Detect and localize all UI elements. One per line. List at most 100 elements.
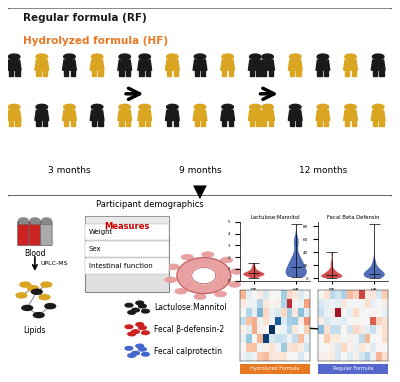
Polygon shape	[373, 70, 377, 76]
Circle shape	[39, 295, 50, 299]
Polygon shape	[126, 70, 130, 76]
Polygon shape	[261, 110, 274, 120]
Polygon shape	[43, 120, 47, 126]
Circle shape	[142, 353, 149, 356]
Polygon shape	[345, 120, 349, 126]
Polygon shape	[194, 70, 199, 76]
Circle shape	[202, 252, 214, 257]
Polygon shape	[167, 70, 171, 76]
Polygon shape	[256, 120, 261, 126]
Polygon shape	[92, 70, 96, 76]
FancyBboxPatch shape	[4, 195, 396, 376]
Polygon shape	[371, 60, 385, 70]
Polygon shape	[9, 70, 13, 76]
Text: Blood: Blood	[24, 249, 46, 258]
Circle shape	[42, 218, 51, 222]
Polygon shape	[324, 120, 328, 126]
Polygon shape	[256, 70, 261, 76]
Circle shape	[22, 306, 32, 311]
Circle shape	[138, 326, 146, 329]
Polygon shape	[248, 110, 262, 120]
Circle shape	[136, 301, 144, 305]
Polygon shape	[192, 267, 216, 284]
Circle shape	[250, 54, 261, 60]
Circle shape	[136, 323, 144, 326]
Polygon shape	[43, 70, 47, 76]
Polygon shape	[70, 120, 75, 126]
Circle shape	[32, 289, 42, 294]
Circle shape	[16, 293, 27, 298]
Polygon shape	[90, 60, 104, 70]
Polygon shape	[174, 70, 178, 76]
Circle shape	[139, 104, 150, 110]
Polygon shape	[64, 120, 68, 126]
Polygon shape	[352, 70, 356, 76]
Bar	[85, 216, 169, 236]
Polygon shape	[316, 110, 330, 120]
Circle shape	[372, 54, 384, 60]
Polygon shape	[193, 60, 207, 70]
Circle shape	[166, 104, 178, 110]
FancyBboxPatch shape	[4, 8, 396, 189]
Title: Fecal Beta Defensin: Fecal Beta Defensin	[327, 215, 379, 220]
Circle shape	[136, 344, 144, 348]
Polygon shape	[373, 120, 377, 126]
Circle shape	[36, 104, 48, 110]
Circle shape	[20, 282, 31, 287]
Polygon shape	[290, 120, 294, 126]
Text: 9 months: 9 months	[179, 166, 221, 175]
Bar	[85, 216, 169, 292]
Circle shape	[262, 54, 273, 60]
Circle shape	[18, 218, 28, 222]
Circle shape	[132, 330, 139, 333]
Polygon shape	[318, 70, 322, 76]
Polygon shape	[118, 110, 132, 120]
Circle shape	[164, 277, 177, 283]
Polygon shape	[296, 70, 301, 76]
Polygon shape	[250, 120, 254, 126]
Circle shape	[222, 104, 234, 110]
Polygon shape	[194, 120, 199, 126]
Polygon shape	[98, 120, 102, 126]
Polygon shape	[138, 60, 152, 70]
Polygon shape	[118, 60, 132, 70]
Polygon shape	[222, 120, 226, 126]
Polygon shape	[36, 120, 41, 126]
Text: Hydrolyzed Formula: Hydrolyzed Formula	[250, 366, 300, 371]
Circle shape	[128, 354, 136, 357]
Bar	[240, 364, 310, 374]
Text: 3 months: 3 months	[48, 166, 91, 175]
Polygon shape	[35, 110, 49, 120]
Circle shape	[8, 104, 20, 110]
Polygon shape	[92, 120, 96, 126]
Circle shape	[167, 264, 179, 270]
Polygon shape	[70, 70, 75, 76]
Circle shape	[45, 304, 56, 309]
Polygon shape	[269, 120, 273, 126]
Circle shape	[345, 104, 356, 110]
Circle shape	[30, 218, 40, 222]
Polygon shape	[261, 60, 274, 70]
Circle shape	[220, 257, 233, 263]
Polygon shape	[119, 120, 124, 126]
Polygon shape	[193, 110, 207, 120]
Polygon shape	[98, 70, 102, 76]
Text: ▼: ▼	[193, 183, 207, 201]
Text: Hydrolyzed formula (HF): Hydrolyzed formula (HF)	[23, 36, 168, 46]
Polygon shape	[139, 70, 144, 76]
Circle shape	[139, 54, 150, 60]
Circle shape	[214, 291, 227, 297]
Circle shape	[125, 346, 133, 350]
Circle shape	[138, 304, 146, 308]
Polygon shape	[290, 70, 294, 76]
Text: Lipids: Lipids	[24, 326, 46, 335]
Polygon shape	[138, 110, 152, 120]
Polygon shape	[146, 120, 150, 126]
Text: Regular formula (RF): Regular formula (RF)	[23, 13, 147, 23]
Polygon shape	[229, 70, 233, 76]
Text: Weight: Weight	[89, 228, 113, 235]
Circle shape	[125, 303, 133, 307]
Bar	[42, 220, 51, 223]
Circle shape	[345, 54, 356, 60]
Polygon shape	[345, 70, 349, 76]
